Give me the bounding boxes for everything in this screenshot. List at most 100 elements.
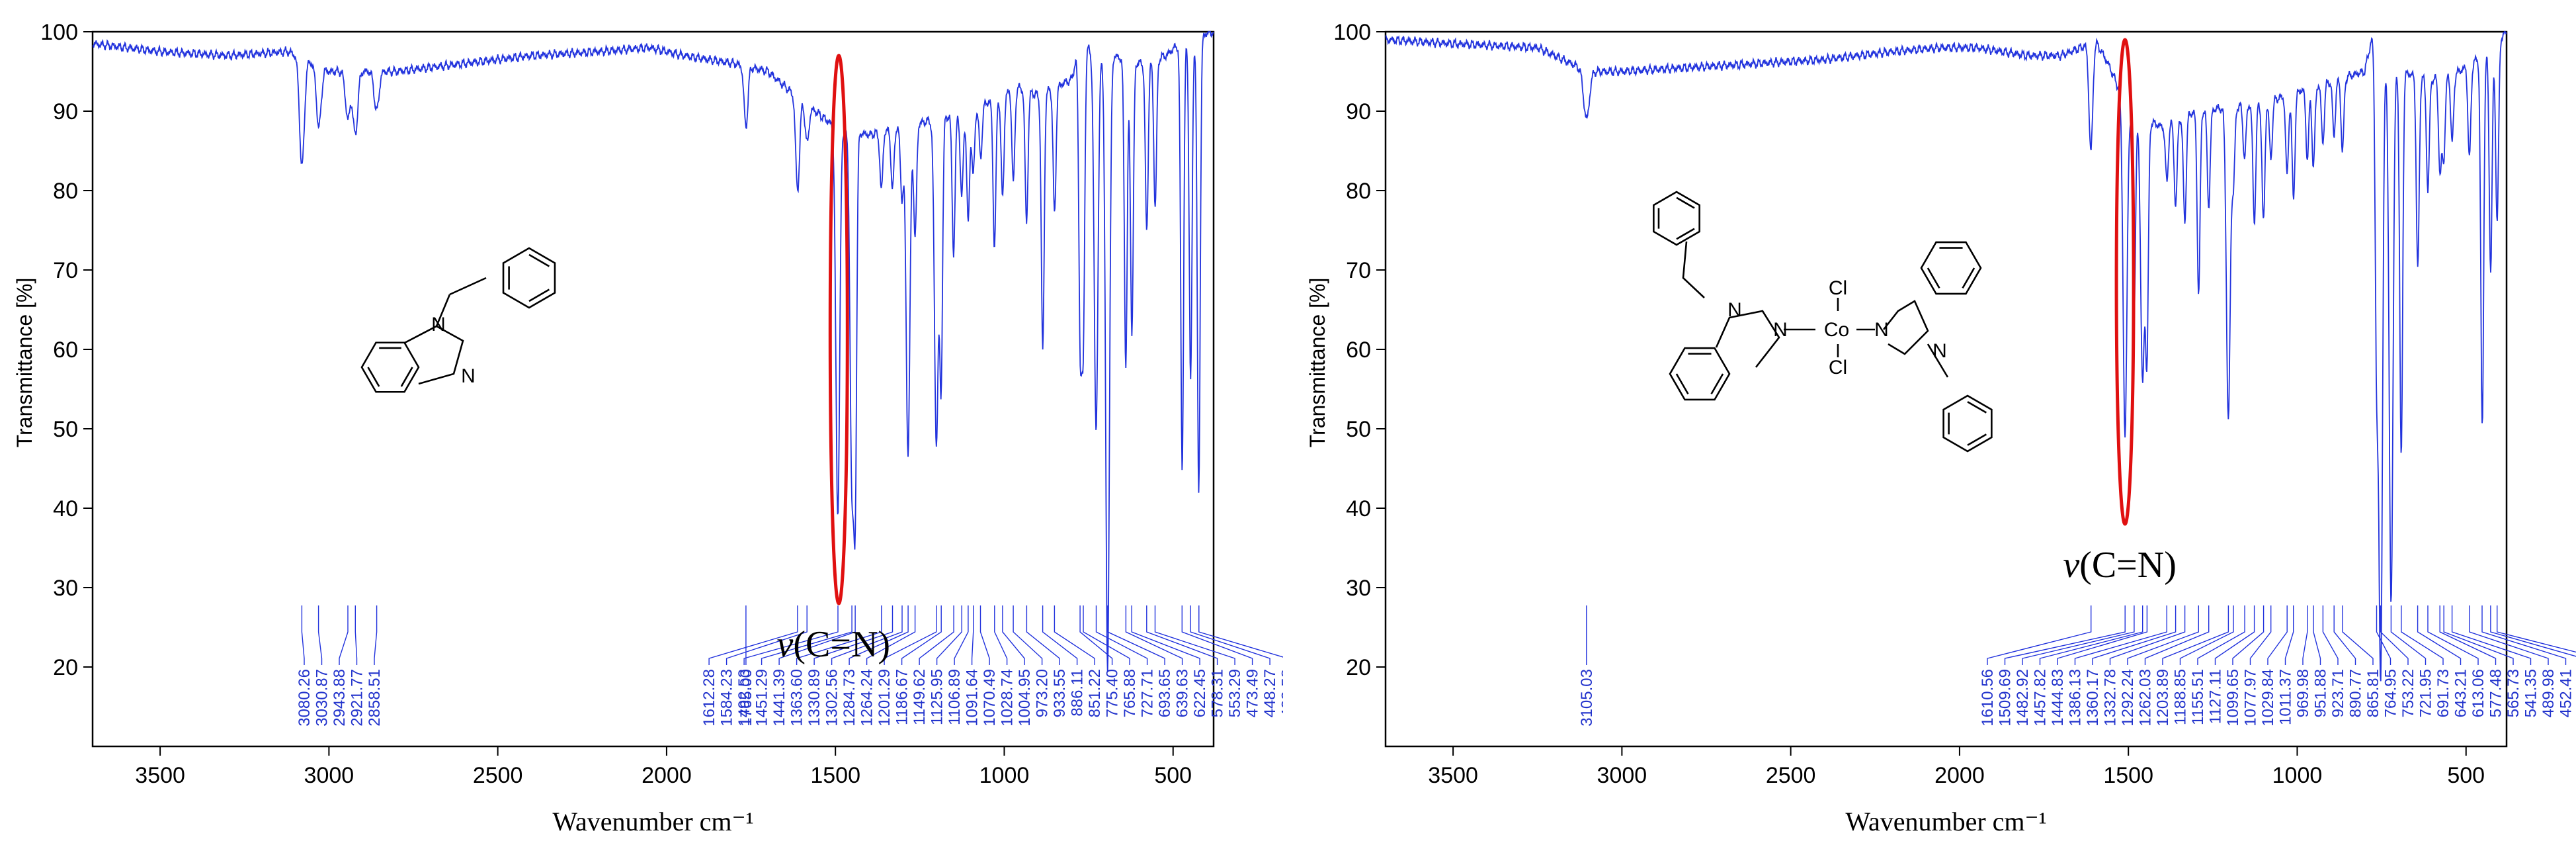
peak-marker-line	[2333, 605, 2356, 665]
y-tick-label: 60	[1346, 337, 1371, 363]
peak-marker-line	[339, 605, 349, 665]
benzyl-ch2-bond-2	[449, 277, 487, 296]
ir-spectrum-chart-right: 20 30 40 50 60 70 80 90 100 3500 3000 2500 2000 1500 1…	[1306, 20, 2576, 836]
y-tick-label: 20	[1346, 655, 1371, 680]
y-axis-title: Transmittance [%]	[1306, 278, 1329, 448]
peak-marker-line	[726, 605, 808, 665]
peak-marker-line	[2214, 605, 2255, 665]
atom-n-left-2: N	[1727, 299, 1742, 321]
peak-label: 452.41	[2557, 669, 2575, 717]
x-axis-title: Wavenumber cm⁻¹	[552, 807, 753, 836]
peak-label: 691.73	[2434, 669, 2452, 717]
peak-label: 851.22	[1086, 669, 1104, 717]
benzimidazole-ring-left-bond	[1710, 373, 1724, 395]
peak-marker-line	[919, 605, 954, 665]
atom-n-left: N	[1773, 319, 1788, 341]
peak-marker-line	[2376, 605, 2391, 665]
peak-marker-line	[831, 605, 903, 665]
peak-label: 613.06	[2470, 669, 2487, 717]
peak-label: 753.22	[2399, 669, 2417, 717]
benzimidazole-ring-right-bond	[1927, 267, 1940, 289]
imidazole-ring-right	[1882, 300, 1929, 355]
peak-label: 951.88	[2312, 669, 2330, 717]
annotation-nu: v	[2063, 545, 2079, 586]
peak-marker-line	[979, 605, 990, 665]
y-tick-label: 80	[53, 179, 78, 204]
peak-label: 1188.85	[2172, 669, 2190, 725]
x-tick-label: 1000	[979, 763, 1030, 788]
y-tick-label: 20	[53, 655, 78, 680]
peak-label: 577.48	[2487, 669, 2505, 717]
peak-label: 1262.03	[2137, 669, 2155, 727]
peak-marker-line	[1146, 605, 1218, 665]
benzyl-phenyl-ring-bond	[528, 289, 550, 302]
x-axis-title: Wavenumber cm⁻¹	[1845, 807, 2046, 836]
peak-marker-line	[1013, 605, 1043, 665]
benzimidazole-ring-right-bond	[1962, 267, 1975, 289]
peak-marker-line	[2109, 605, 2186, 665]
atom-cl-bottom: Cl	[1829, 357, 1847, 378]
peak-label: 1610.56	[1979, 669, 1997, 727]
x-tick-label: 3500	[135, 763, 185, 788]
peak-label: 578.31	[1209, 669, 1227, 717]
y-tick-label: 90	[1346, 99, 1371, 124]
peak-marker-line	[1083, 605, 1130, 665]
peak-label: 1028.74	[999, 669, 1017, 727]
peak-label: 1125.95	[929, 669, 946, 725]
peak-label: 923.71	[2329, 669, 2347, 717]
peak-marker-line	[2380, 605, 2409, 665]
peak-label: 1457.82	[2032, 669, 2050, 727]
peak-marker-line	[1131, 605, 1200, 665]
peak-label: 1330.89	[806, 669, 823, 727]
peak-label: 1127.11	[2207, 669, 2225, 724]
y-tick-label: 30	[53, 576, 78, 601]
peak-marker-line	[2439, 605, 2497, 665]
peak-label: 1482.92	[2014, 669, 2032, 727]
peak-label: 727.71	[1139, 669, 1157, 717]
peak-marker-line	[2481, 605, 2567, 665]
peak-marker-line	[1026, 605, 1060, 665]
peak-label: 933.55	[1051, 669, 1069, 717]
peak-label: 886.11	[1069, 669, 1087, 717]
peak-label: 639.63	[1174, 669, 1192, 717]
x-tick-label: 1000	[2272, 763, 2323, 788]
peak-marker-line	[796, 605, 882, 665]
peak-marker-line	[884, 605, 937, 665]
plot-frame	[91, 30, 1215, 748]
peak-label: 1509.69	[1997, 669, 2015, 727]
annotation-label: v(C=N)	[2063, 545, 2177, 586]
y-tick-label: 40	[53, 496, 78, 521]
peak-label: 1363.60	[788, 669, 806, 727]
peak-marker-line	[301, 605, 305, 665]
plot-frame	[1384, 30, 2508, 748]
peak-label: 1070.49	[981, 669, 999, 727]
peak-marker-line	[2451, 605, 2532, 665]
peak-label: 1029.84	[2259, 669, 2277, 727]
peak-marker-line	[936, 605, 962, 665]
peak-marker-line	[1107, 605, 1165, 665]
peak-label: 890.77	[2347, 669, 2365, 717]
benzyl-phenyl-ring-bond	[528, 253, 550, 267]
peak-label: 1612.28	[700, 669, 718, 727]
peak-label: 643.21	[2452, 669, 2470, 717]
peak-marker-line	[2267, 605, 2288, 665]
peak-marker-line	[971, 605, 974, 665]
peak-marker-line	[813, 605, 893, 665]
atom-n3: N	[461, 365, 476, 387]
peak-marker-line	[2092, 605, 2177, 665]
peak-marker-line	[2496, 605, 2576, 653]
peak-marker-line	[1002, 605, 1025, 665]
x-tick-label: 500	[1154, 763, 1192, 788]
peak-marker-line	[761, 605, 852, 665]
peak-marker-line	[2284, 605, 2294, 665]
y-tick-label: 50	[1346, 417, 1371, 442]
peak-marker-line	[1198, 605, 1283, 658]
peak-label: 775.40	[1104, 669, 1122, 717]
peak-marker-line	[2469, 605, 2549, 665]
peak-label: 1186.67	[893, 669, 911, 725]
peak-label: 1011.37	[2277, 669, 2295, 725]
peak-label: 865.81	[2364, 669, 2382, 717]
peak-label: 721.95	[2417, 669, 2435, 717]
y-tick-label: 30	[1346, 576, 1371, 601]
y-tick-label: 100	[40, 20, 78, 45]
